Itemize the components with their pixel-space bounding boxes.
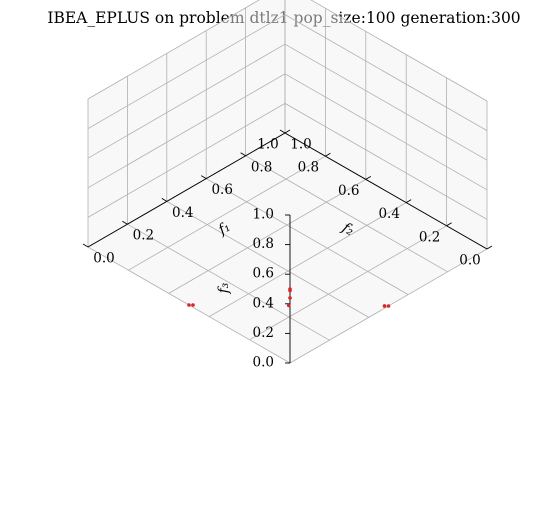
data-point [382,304,387,308]
grid-line-wall-z-b [87,14,286,129]
z-tick-label: 1.0 [253,207,274,223]
grid-line-floor-y [208,202,407,317]
x-tick-label: 0.4 [172,205,193,221]
z-tick-label: 0.2 [253,325,274,341]
x-tick-mark [161,198,168,202]
grid-line-floor-x [127,223,330,341]
x-tick-mark [200,175,207,179]
x-tick-mark [82,243,89,248]
z-tick-label: 0.0 [253,355,274,371]
back-wall-x-pane [285,0,487,249]
z-axis-label: f₃ [216,282,232,294]
grid-line-floor-x [166,201,369,318]
x-tick-mark [122,220,128,225]
data-points [187,287,391,308]
x-tick-label: 0.6 [211,182,232,198]
grid-line-floor-y [168,179,367,294]
y-tick-mark [365,176,372,180]
y-tick-label: 0.0 [459,253,480,269]
data-point [288,296,292,300]
grid-line-wall-z-a [284,103,488,220]
x-axis-line [87,132,286,248]
grid-line-wall-z-a [284,14,488,131]
data-point [386,304,391,308]
grid-line-wall-z-b [87,43,286,159]
back-wall-y-pane [88,0,285,247]
grid-line-floor-y [128,155,326,271]
grid-line-wall-z-a [284,43,488,161]
z-tick-label: 0.4 [253,295,274,311]
x-tick-mark [279,129,286,134]
y-axis-line [284,132,488,250]
z-tick-label: 0.6 [253,266,274,282]
y-tick-label: 0.6 [338,183,359,199]
grid-line-floor-x [245,155,448,273]
grid-line-wall-z-b [87,103,286,218]
y-tick-mark [325,152,331,157]
axis-panes [88,0,487,363]
x-tick-label: 1.0 [290,137,311,153]
grid-line-wall-z-b [87,73,286,189]
grid-line-floor-y [249,225,447,341]
grid-line-wall-z-a [284,73,488,191]
y-tick-label: 1.0 [257,137,278,153]
data-point [286,303,291,308]
y-tick-label: 0.8 [298,160,319,176]
x-tick-label: 0.2 [133,228,154,244]
z-tick-label: 0.8 [253,236,274,252]
grid-line-wall-z-a [310,0,488,102]
y-tick-label: 0.2 [419,229,440,245]
grid-line-floor-x [206,178,409,295]
grid-line-wall-z-b [87,0,260,100]
data-point [187,303,191,307]
y-tick-label: 0.4 [378,206,399,222]
y-tick-mark [446,222,452,227]
x-tick-mark [240,152,246,157]
x-tick-label: 0.8 [251,159,272,175]
x-tick-label: 0.0 [93,251,114,267]
data-point [288,288,292,293]
y-tick-mark [486,245,493,250]
data-point [191,303,195,307]
y-tick-mark [405,199,412,203]
tick-labels: 0.0 0.2 0.4 0.6 0.8 1.0 0.0 0.2 0.4 0.6 0.8 1.0 0.0 0… [93,137,480,371]
y-tick-mark [284,129,291,134]
